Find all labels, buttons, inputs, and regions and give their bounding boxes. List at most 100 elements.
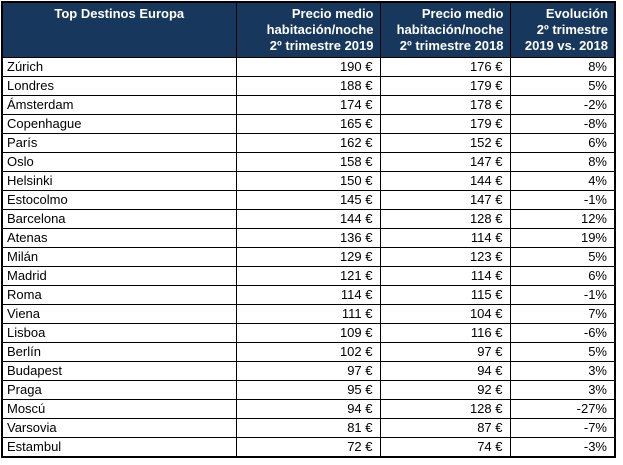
evolution-cell: -6% [509,323,616,343]
city-cell: Londres [1,76,237,96]
price-2018-cell: 87 € [379,418,511,438]
city-cell: Moscú [1,399,237,419]
price-2018-cell: 179 € [379,114,511,134]
city-cell: Berlín [1,342,237,362]
price-2019-cell: 190 € [235,57,381,77]
table-row: Roma 114 € 115 € -1% [1,285,616,305]
price-2018-cell: 128 € [379,209,511,229]
price-2019-cell: 158 € [235,152,381,172]
city-cell: Barcelona [1,209,237,229]
table-row: Budapest 97 € 94 € 3% [1,361,616,381]
price-2018-cell: 179 € [379,76,511,96]
price-2018-cell: 178 € [379,95,511,115]
evolution-cell: 3% [509,361,616,381]
price-2018-cell: 114 € [379,228,511,248]
top-destinos-table: Top Destinos Europa Precio medio habitac… [1,1,616,458]
city-cell: Zúrich [1,57,237,77]
price-2019-cell: 109 € [235,323,381,343]
city-cell: Madrid [1,266,237,286]
evolution-cell: -27% [509,399,616,419]
table-row: Moscú 94 € 128 € -27% [1,399,616,419]
evolution-cell: -3% [509,437,616,458]
price-2019-cell: 81 € [235,418,381,438]
table-row: Atenas 136 € 114 € 19% [1,228,616,248]
table-row: Viena 111 € 104 € 7% [1,304,616,324]
city-cell: Helsinki [1,171,237,191]
price-2018-cell: 147 € [379,152,511,172]
evolution-cell: -8% [509,114,616,134]
evolution-cell: 4% [509,171,616,191]
price-2018-cell: 128 € [379,399,511,419]
evolution-cell: 8% [509,57,616,77]
table-row: Ámsterdam 174 € 178 € -2% [1,95,616,115]
price-2018-cell: 116 € [379,323,511,343]
header-cell-price-2018: Precio medio habitación/noche 2º trimest… [379,1,511,58]
table-row: Varsovia 81 € 87 € -7% [1,418,616,438]
table-row: Estambul 72 € 74 € -3% [1,437,616,458]
city-cell: Milán [1,247,237,267]
table-row: Oslo 158 € 147 € 8% [1,152,616,172]
city-cell: Ámsterdam [1,95,237,115]
city-cell: Estambul [1,437,237,458]
evolution-cell: 5% [509,76,616,96]
price-2018-cell: 123 € [379,247,511,267]
price-2019-cell: 94 € [235,399,381,419]
evolution-cell: -7% [509,418,616,438]
price-2019-cell: 174 € [235,95,381,115]
price-2018-cell: 114 € [379,266,511,286]
evolution-cell: -2% [509,95,616,115]
price-2019-cell: 162 € [235,133,381,153]
table-row: Milán 129 € 123 € 5% [1,247,616,267]
header-cell-destinations: Top Destinos Europa [1,1,237,58]
evolution-cell: 19% [509,228,616,248]
price-2019-cell: 165 € [235,114,381,134]
table-row: Lisboa 109 € 116 € -6% [1,323,616,343]
city-cell: Oslo [1,152,237,172]
table-body: Zúrich 190 € 176 € 8% Londres 188 € 179 … [1,57,616,458]
price-2019-cell: 97 € [235,361,381,381]
header-cell-evolution: Evolución 2º trimestre 2019 vs. 2018 [509,1,616,58]
price-2018-cell: 92 € [379,380,511,400]
table-row: Helsinki 150 € 144 € 4% [1,171,616,191]
price-2019-cell: 136 € [235,228,381,248]
evolution-cell: 12% [509,209,616,229]
city-cell: Roma [1,285,237,305]
evolution-cell: 6% [509,266,616,286]
table-row: París 162 € 152 € 6% [1,133,616,153]
evolution-cell: 7% [509,304,616,324]
table-row: Copenhague 165 € 179 € -8% [1,114,616,134]
price-2018-cell: 176 € [379,57,511,77]
price-2018-cell: 144 € [379,171,511,191]
price-2019-cell: 111 € [235,304,381,324]
price-2018-cell: 147 € [379,190,511,210]
city-cell: Praga [1,380,237,400]
evolution-cell: 8% [509,152,616,172]
price-2018-cell: 94 € [379,361,511,381]
price-2019-cell: 114 € [235,285,381,305]
table-row: Barcelona 144 € 128 € 12% [1,209,616,229]
price-2019-cell: 188 € [235,76,381,96]
table-row: Zúrich 190 € 176 € 8% [1,57,616,77]
table-row: Praga 95 € 92 € 3% [1,380,616,400]
city-cell: Budapest [1,361,237,381]
price-2019-cell: 144 € [235,209,381,229]
price-2018-cell: 152 € [379,133,511,153]
evolution-cell: 5% [509,342,616,362]
city-cell: Copenhague [1,114,237,134]
price-2019-cell: 145 € [235,190,381,210]
evolution-cell: 6% [509,133,616,153]
city-cell: Estocolmo [1,190,237,210]
price-2018-cell: 115 € [379,285,511,305]
table-row: Estocolmo 145 € 147 € -1% [1,190,616,210]
price-2019-cell: 95 € [235,380,381,400]
evolution-cell: 3% [509,380,616,400]
table-row: Madrid 121 € 114 € 6% [1,266,616,286]
price-2019-cell: 129 € [235,247,381,267]
city-cell: Lisboa [1,323,237,343]
city-cell: Atenas [1,228,237,248]
price-2018-cell: 97 € [379,342,511,362]
city-cell: París [1,133,237,153]
city-cell: Varsovia [1,418,237,438]
header-cell-price-2019: Precio medio habitación/noche 2º trimest… [235,1,381,58]
